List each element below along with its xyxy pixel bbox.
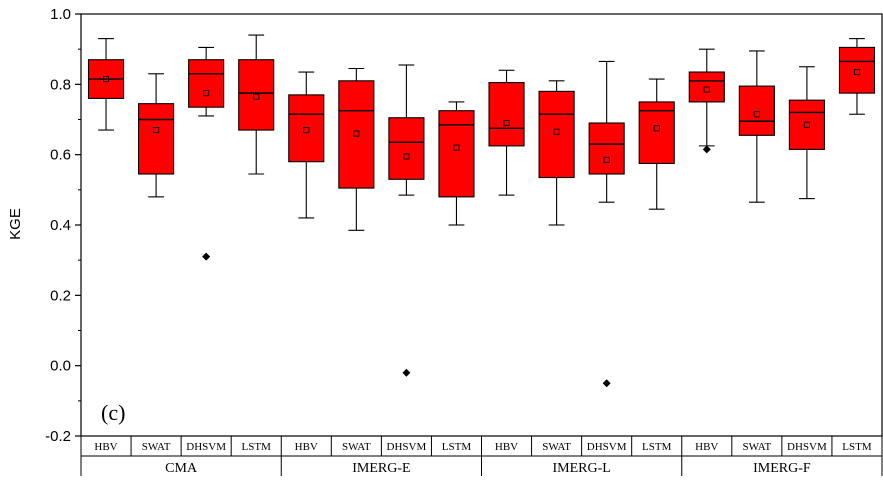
box-iqr (588, 122, 625, 175)
model-label: SWAT (742, 441, 771, 453)
panel-label: (c) (101, 400, 125, 425)
y-tick-label: 0.6 (50, 147, 71, 164)
box-iqr (438, 110, 475, 198)
model-label: LSTM (442, 441, 472, 453)
box-imerg-e-swat (338, 67, 375, 231)
model-label: SWAT (542, 441, 571, 453)
mean-marker (203, 90, 210, 97)
boxes-layer (87, 34, 876, 388)
model-label: DHSVM (186, 441, 226, 453)
model-label: HBV (495, 441, 518, 453)
source-label-imerg-l: IMERG-L (552, 461, 610, 476)
box-cma-dhsvm (188, 46, 225, 261)
y-tick-label: 0.8 (50, 76, 71, 93)
box-imerg-l-hbv (488, 69, 525, 196)
mean-marker (803, 121, 810, 128)
y-tick-label: 1.0 (50, 6, 71, 23)
source-label-imerg-f: IMERG-F (753, 461, 811, 476)
box-iqr (338, 80, 375, 189)
model-label: DHSVM (587, 441, 627, 453)
model-label: SWAT (142, 441, 171, 453)
mean-marker (553, 128, 560, 135)
y-tick-label: 0.4 (50, 217, 71, 234)
mean-marker (453, 144, 460, 151)
box-iqr (138, 103, 175, 175)
box-imerg-e-hbv (288, 71, 325, 219)
box-cma-swat (138, 73, 175, 198)
box-iqr (838, 46, 876, 94)
mean-marker (653, 125, 660, 132)
y-tick-label: 0.0 (50, 358, 71, 375)
box-imerg-l-lstm (638, 78, 675, 210)
box-imerg-f-dhsvm (788, 66, 825, 200)
model-label: DHSVM (787, 441, 827, 453)
box-cma-lstm (238, 34, 275, 175)
mean-marker (753, 111, 760, 118)
box-imerg-f-swat (738, 50, 775, 203)
y-tick-label: 0.2 (50, 287, 71, 304)
mean-marker (703, 86, 710, 93)
box-iqr (738, 85, 775, 136)
model-label: LSTM (242, 441, 272, 453)
mean-marker (603, 156, 610, 163)
box-imerg-e-dhsvm (388, 64, 425, 377)
model-label: HBV (695, 441, 718, 453)
model-label: HBV (94, 441, 117, 453)
axes-layer (75, 13, 883, 476)
box-iqr (388, 117, 425, 180)
outlier-point (402, 368, 411, 377)
box-imerg-l-dhsvm (588, 60, 625, 388)
mean-marker (403, 153, 410, 160)
box-iqr (638, 101, 675, 165)
source-label-cma: CMA (165, 461, 198, 476)
model-label: SWAT (342, 441, 371, 453)
model-label: LSTM (642, 441, 672, 453)
box-imerg-f-hbv (688, 48, 725, 154)
model-label: HBV (295, 441, 318, 453)
labels-layer: -0.2 0.0 0.2 0.4 0.6 0.8 1.0 HBV SWAT DHSVM LSTM HB… (45, 6, 872, 476)
outlier-point (602, 379, 611, 388)
y-tick-label: -0.2 (45, 428, 71, 445)
mean-marker (253, 93, 260, 100)
model-label: LSTM (842, 441, 872, 453)
box-iqr (188, 59, 225, 108)
model-label: DHSVM (387, 441, 427, 453)
y-axis-title: KGE (7, 208, 24, 240)
source-label-imerg-e: IMERG-E (352, 461, 410, 476)
box-imerg-l-swat (538, 80, 575, 226)
box-cma-hbv (87, 38, 125, 131)
mean-marker (503, 119, 510, 127)
mean-marker (353, 130, 360, 137)
box-iqr (238, 59, 275, 131)
mean-marker (153, 126, 160, 134)
box-imerg-f-lstm (838, 38, 876, 115)
mean-marker (303, 126, 310, 134)
box-iqr (788, 99, 825, 150)
outlier-point (702, 145, 711, 154)
mean-marker (102, 76, 110, 83)
box-iqr (288, 94, 325, 163)
outlier-point (202, 252, 211, 261)
box-imerg-e-lstm (438, 101, 475, 226)
mean-marker (853, 68, 861, 76)
box-iqr (488, 82, 525, 147)
